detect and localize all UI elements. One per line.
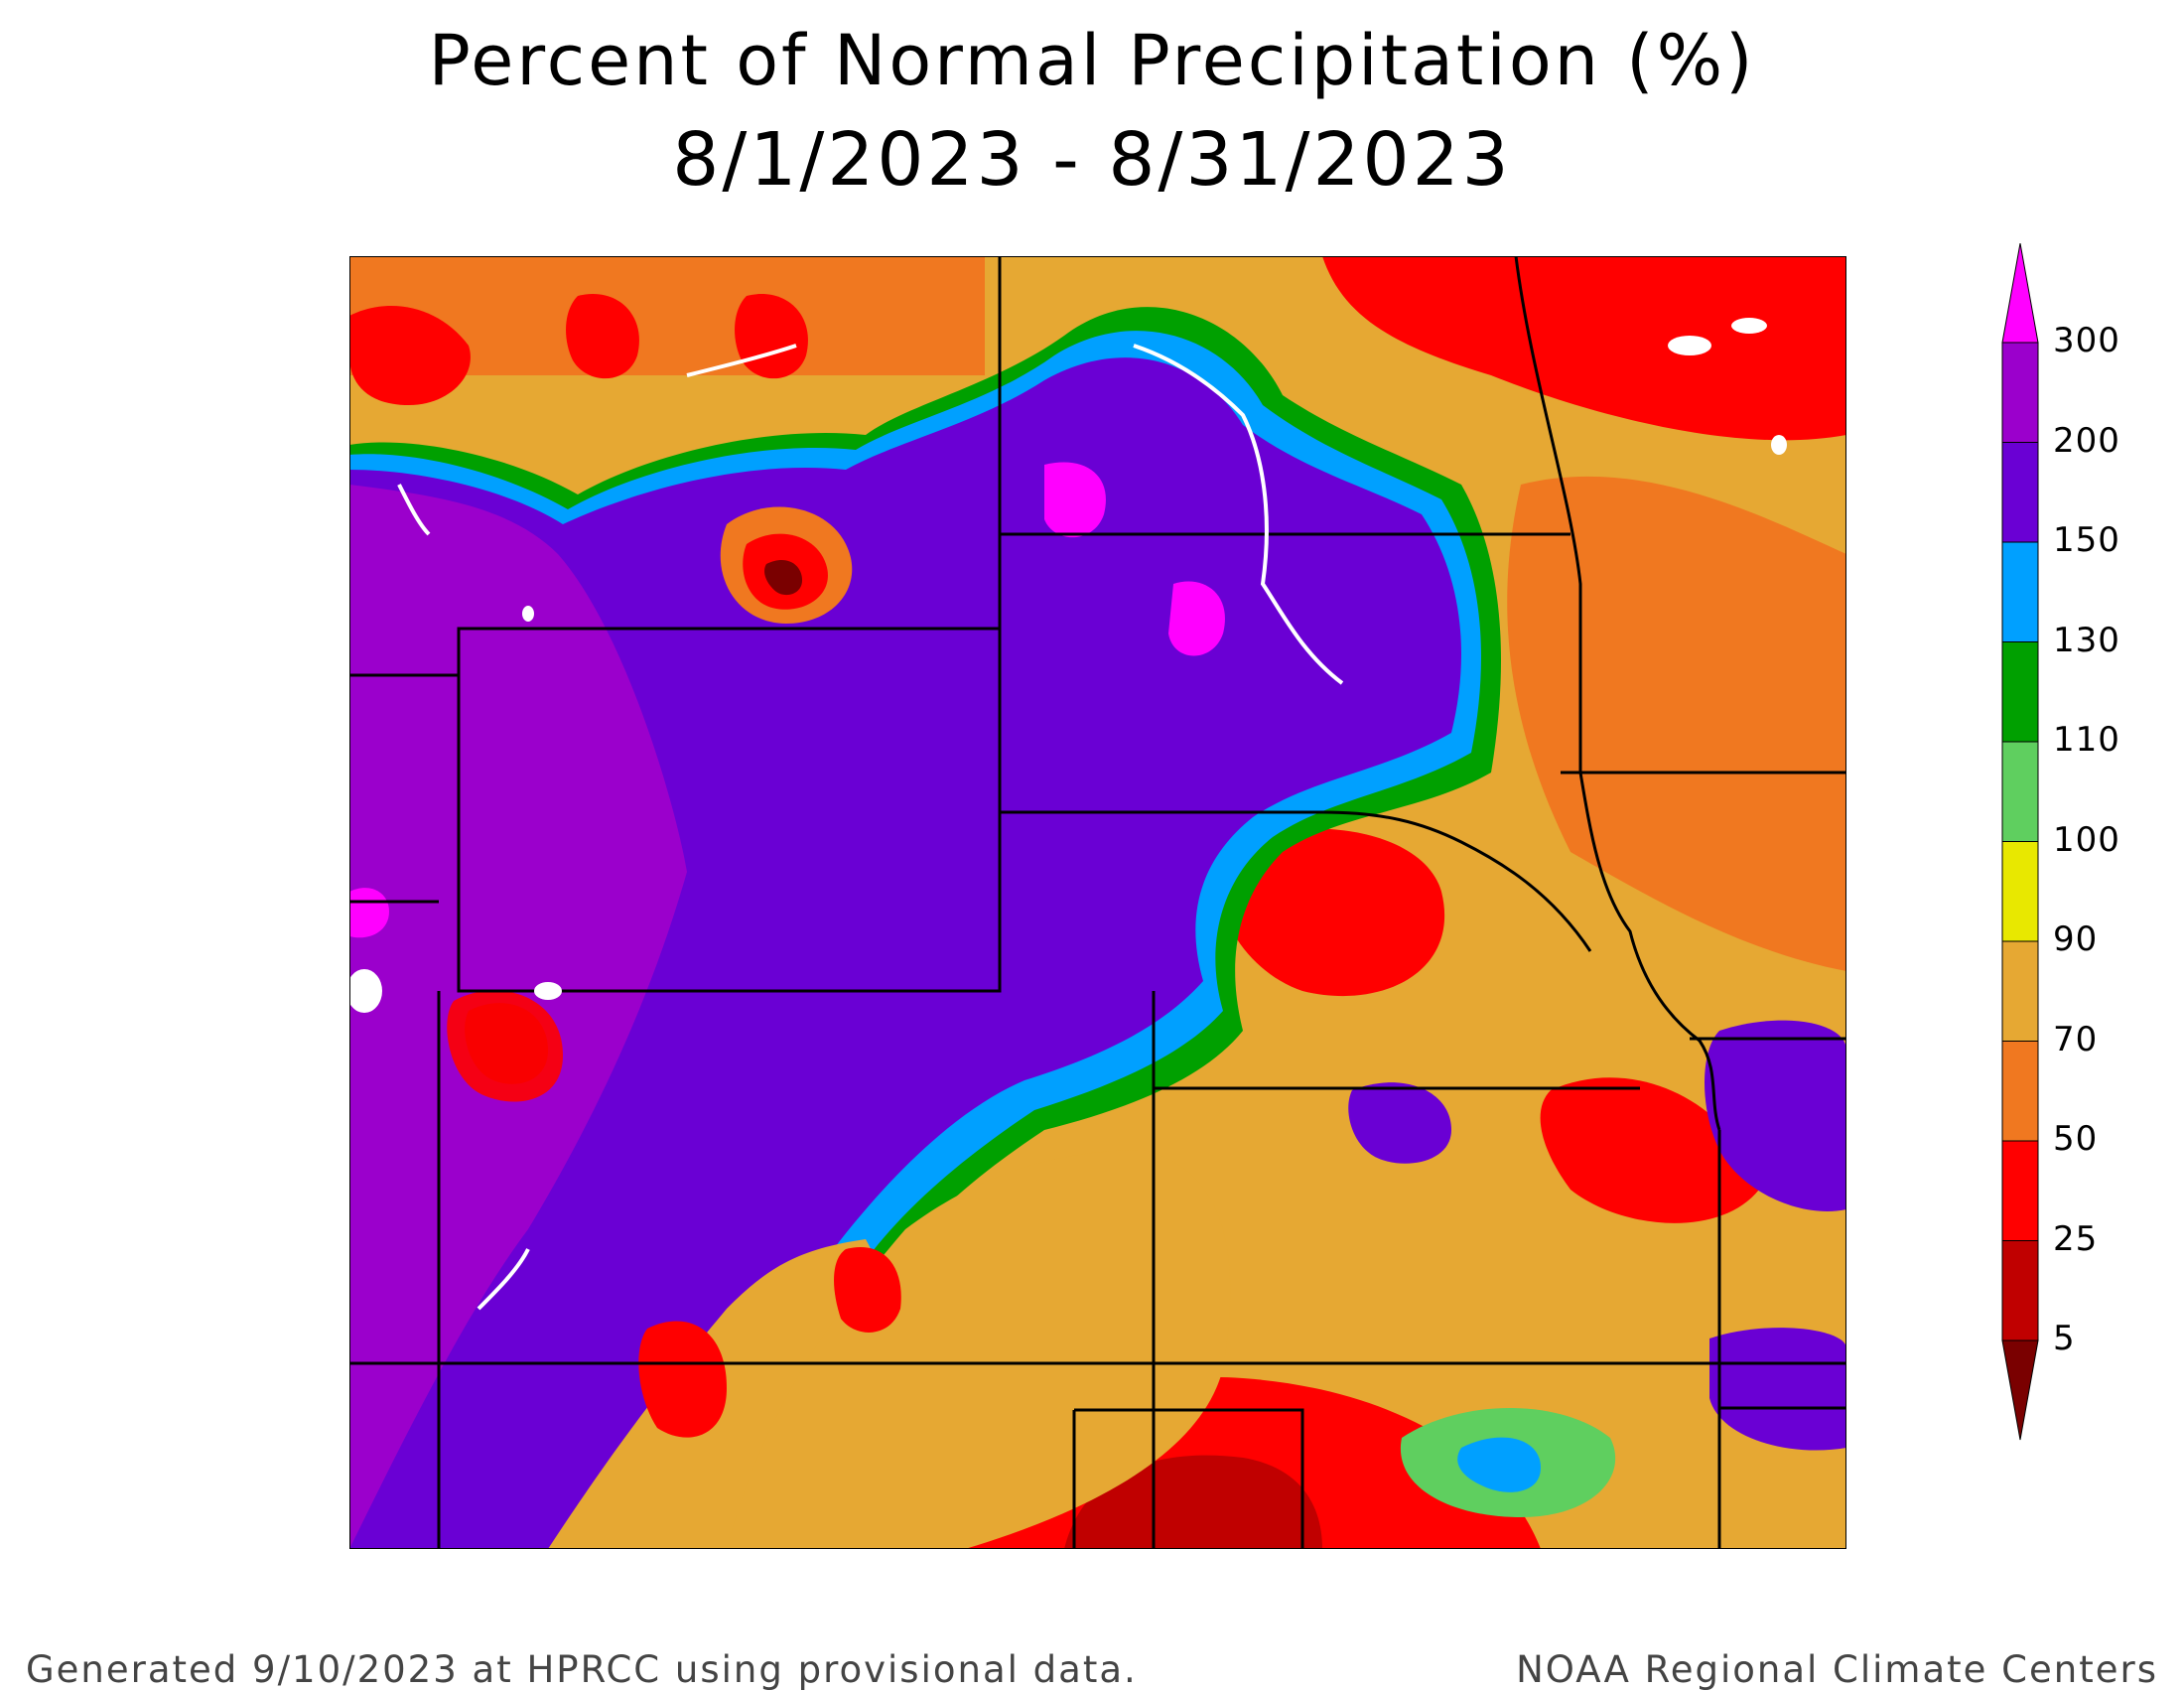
- region-red-southeast: [1540, 1077, 1759, 1223]
- legend-bin-6: [2001, 841, 2039, 942]
- legend-bin-7: [2001, 940, 2039, 1042]
- region-darkred-n-pocket: [764, 559, 803, 596]
- date-range: 8/1/2023 - 8/31/2023: [672, 117, 1512, 203]
- state-borders: [349, 256, 1846, 1549]
- legend-label: 200: [2053, 420, 2120, 461]
- legend-bin-11: [2001, 1339, 2039, 1441]
- precipitation-map: [349, 256, 1846, 1549]
- rivers: [397, 344, 1344, 1311]
- source-credit: NOAA Regional Climate Centers: [1516, 1648, 2158, 1691]
- legend-label: 100: [2053, 819, 2120, 860]
- region-blue-southeast: [1457, 1437, 1541, 1492]
- region-red-sw-blob1: [638, 1321, 727, 1438]
- region-orange-south-central: [727, 1150, 1231, 1549]
- legend-bin-4: [2001, 641, 2039, 743]
- region-purple-southeast: [1705, 1020, 1846, 1211]
- legend-label: 5: [2053, 1319, 2076, 1358]
- legend-label: 110: [2053, 720, 2120, 760]
- legend-label: 130: [2053, 620, 2120, 660]
- region-red-sw-blob2: [834, 1247, 901, 1333]
- legend-bin-10: [2001, 1240, 2039, 1341]
- region-purple-west: [349, 357, 1461, 1549]
- legend-label: 70: [2053, 1019, 2099, 1059]
- region-magenta-spot2: [1168, 581, 1225, 656]
- region-purple-far-southeast: [1709, 1328, 1846, 1451]
- map-title: Percent of Normal Precipitation (%): [428, 20, 1756, 101]
- legend-bin-5: [2001, 741, 2039, 842]
- region-red-northeast: [1322, 256, 1846, 441]
- region-red-sw-pocket: [447, 990, 563, 1102]
- lakes: [349, 318, 1787, 1013]
- region-red-central: [1217, 828, 1445, 997]
- region-orange-north: [349, 256, 985, 375]
- legend-label: 300: [2053, 321, 2120, 360]
- legend-label: 25: [2053, 1218, 2099, 1259]
- region-red-nw: [349, 306, 471, 405]
- generated-note: Generated 9/10/2023 at HPRCC using provi…: [26, 1648, 1138, 1691]
- legend-bin-1: [2001, 342, 2039, 443]
- legend-bin-2: [2001, 442, 2039, 543]
- legend-label: 50: [2053, 1119, 2099, 1159]
- region-purple-east-center: [1348, 1082, 1451, 1164]
- legend-bin-9: [2001, 1140, 2039, 1241]
- region-magenta-spot1: [1044, 462, 1106, 538]
- legend-bin-8: [2001, 1041, 2039, 1142]
- legend-bin-0: [2001, 243, 2039, 344]
- region-red-n1: [566, 294, 639, 379]
- legend-label: 150: [2053, 520, 2120, 560]
- legend-label: 90: [2053, 919, 2099, 959]
- region-orange-east: [1507, 476, 1846, 971]
- legend-bin-3: [2001, 541, 2039, 642]
- color-legend: [2001, 243, 2039, 1441]
